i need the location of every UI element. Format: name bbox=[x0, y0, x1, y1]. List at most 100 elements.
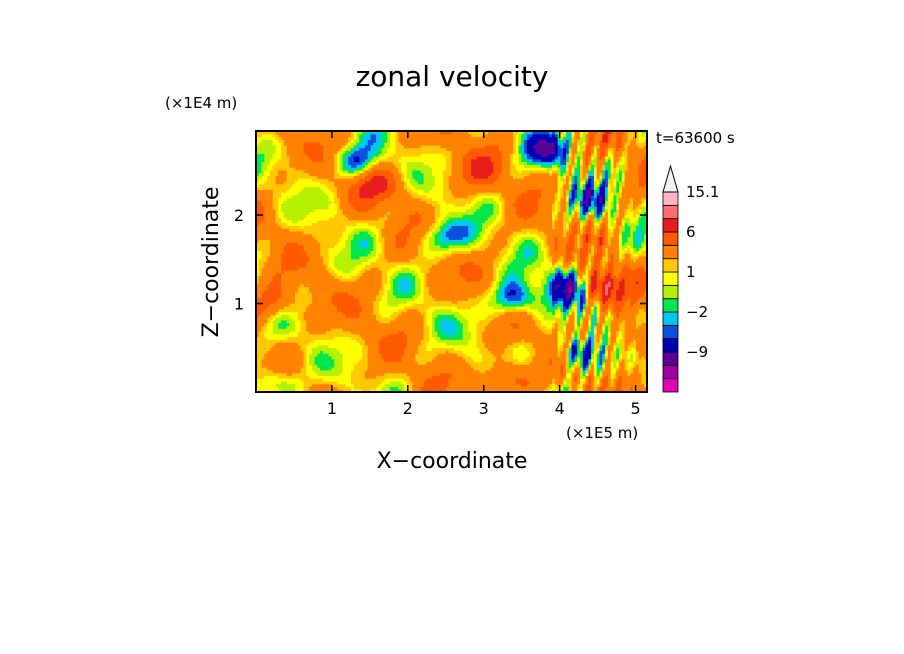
field-cell bbox=[286, 228, 291, 232]
field-cell bbox=[325, 286, 330, 290]
field-cell bbox=[283, 183, 288, 188]
field-cell bbox=[359, 361, 363, 365]
field-cell bbox=[339, 358, 344, 363]
field-cell bbox=[398, 230, 402, 235]
field-cell bbox=[264, 364, 268, 368]
field-cell bbox=[292, 214, 296, 218]
field-cell bbox=[317, 375, 321, 379]
field-cell bbox=[317, 267, 321, 271]
field-cell bbox=[353, 325, 358, 329]
field-cell bbox=[300, 222, 305, 227]
field-cell bbox=[320, 217, 324, 221]
field-cell bbox=[309, 180, 313, 185]
field-cell bbox=[359, 333, 363, 338]
field-cell bbox=[286, 236, 291, 240]
field-cell bbox=[339, 158, 344, 163]
field-cell bbox=[390, 339, 394, 343]
field-cell bbox=[289, 242, 293, 246]
field-cell bbox=[348, 194, 352, 199]
field-cell bbox=[398, 267, 402, 271]
field-cell bbox=[401, 267, 405, 271]
field-cell bbox=[336, 211, 341, 215]
field-cell bbox=[404, 378, 408, 382]
field-cell bbox=[309, 144, 313, 149]
field-cell bbox=[334, 236, 338, 240]
field-cell bbox=[395, 330, 400, 335]
field-cell bbox=[339, 300, 344, 304]
field-cell bbox=[401, 264, 405, 268]
field-cell bbox=[381, 311, 386, 315]
field-cell bbox=[376, 142, 380, 146]
field-cell bbox=[297, 214, 302, 218]
field-cell bbox=[401, 222, 405, 227]
field-cell bbox=[325, 300, 330, 304]
field-cell bbox=[258, 233, 263, 238]
field-cell bbox=[286, 325, 291, 329]
field-cell bbox=[317, 275, 321, 279]
field-cell bbox=[362, 194, 366, 199]
field-cell bbox=[387, 367, 391, 371]
field-cell bbox=[289, 250, 293, 254]
field-cell bbox=[390, 178, 394, 182]
field-cell bbox=[373, 194, 377, 199]
field-cell bbox=[350, 328, 355, 332]
field-cell bbox=[309, 255, 313, 260]
field-cell bbox=[381, 192, 386, 196]
field-cell bbox=[373, 136, 377, 140]
field-cell bbox=[350, 228, 355, 232]
field-cell bbox=[278, 358, 282, 363]
field-cell bbox=[283, 178, 288, 182]
field-cell bbox=[328, 158, 332, 163]
field-cell bbox=[339, 267, 344, 271]
field-cell bbox=[392, 239, 397, 243]
field-cell bbox=[269, 272, 274, 276]
field-cell bbox=[395, 344, 400, 349]
field-cell bbox=[336, 280, 341, 285]
field-cell bbox=[320, 203, 324, 207]
field-cell bbox=[378, 322, 383, 326]
field-cell bbox=[278, 180, 282, 185]
field-cell bbox=[303, 200, 307, 204]
field-cell bbox=[348, 280, 352, 285]
field-cell bbox=[328, 153, 332, 157]
field-cell bbox=[364, 305, 369, 310]
field-cell bbox=[264, 253, 268, 257]
field-cell bbox=[392, 192, 397, 196]
field-cell bbox=[295, 255, 299, 260]
field-cell bbox=[325, 294, 330, 299]
field-cell bbox=[401, 255, 405, 260]
field-cell bbox=[317, 367, 321, 371]
field-cell bbox=[370, 225, 374, 229]
field-cell bbox=[311, 219, 316, 224]
field-cell bbox=[264, 267, 268, 271]
field-cell bbox=[286, 267, 291, 271]
field-cell bbox=[269, 330, 274, 335]
field-cell bbox=[376, 203, 380, 207]
field-cell bbox=[398, 222, 402, 227]
field-cell bbox=[258, 364, 263, 368]
field-cell bbox=[395, 155, 400, 160]
field-cell bbox=[311, 305, 316, 310]
field-cell bbox=[306, 139, 310, 143]
field-cell bbox=[390, 325, 394, 329]
field-cell bbox=[281, 386, 285, 390]
field-cell bbox=[345, 386, 349, 390]
field-cell bbox=[275, 350, 279, 354]
field-cell bbox=[314, 214, 319, 218]
field-cell bbox=[331, 150, 335, 154]
field-cell bbox=[353, 225, 358, 229]
field-cell bbox=[303, 242, 307, 246]
field-cell bbox=[378, 175, 383, 179]
field-cell bbox=[328, 225, 332, 229]
field-cell bbox=[314, 139, 319, 143]
field-cell bbox=[353, 208, 358, 213]
field-cell bbox=[286, 269, 291, 274]
field-cell bbox=[381, 319, 386, 324]
field-cell bbox=[300, 347, 305, 351]
field-cell bbox=[297, 164, 302, 168]
field-cell bbox=[345, 314, 349, 318]
field-cell bbox=[401, 142, 405, 146]
field-cell bbox=[256, 189, 260, 193]
field-cell bbox=[292, 380, 296, 385]
field-cell bbox=[317, 153, 321, 157]
